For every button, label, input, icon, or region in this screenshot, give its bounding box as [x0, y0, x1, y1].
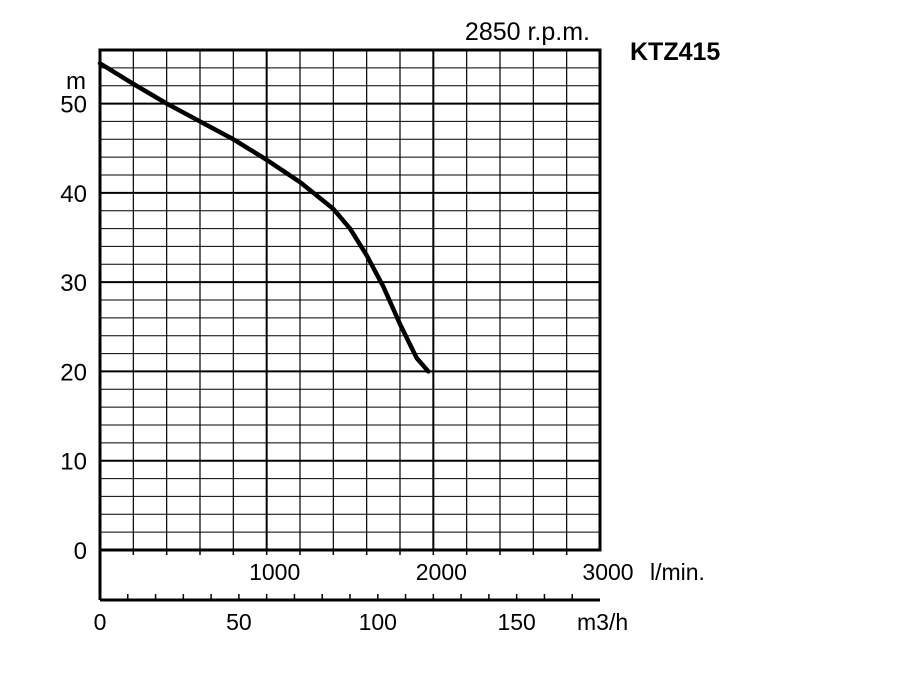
- grid: [100, 50, 600, 550]
- y-tick-label: 0: [74, 538, 87, 565]
- performance-curve: [97, 61, 431, 374]
- x-axis-ticks: 1000 2000 3000 0 50 100 150: [94, 559, 634, 635]
- y-axis-ticks: 0 10 20 30 40 50: [60, 92, 87, 565]
- x-tick-label-lmin: 1000: [249, 559, 300, 585]
- series-layer: [97, 61, 431, 374]
- plot-frame: [98, 48, 602, 602]
- speed-label: 2850 r.p.m.: [465, 18, 590, 46]
- plot-border: [98, 48, 602, 552]
- y-tick-label: 50: [60, 92, 87, 119]
- y-tick-label: 30: [60, 270, 87, 297]
- y-tick-label: 20: [60, 359, 87, 386]
- x-tick-label-m3h: 50: [226, 609, 252, 635]
- x-tick-label-m3h: 0: [94, 609, 107, 635]
- x-axis-unit-m3h: m3/h: [577, 609, 628, 635]
- y-axis-unit: m: [66, 68, 86, 95]
- x-tick-label-lmin: 2000: [416, 559, 467, 585]
- model-title: KTZ415: [630, 38, 720, 66]
- y-tick-label: 40: [60, 181, 87, 208]
- x-tick-label-m3h: 150: [497, 609, 535, 635]
- x-axis-unit-lmin: l/min.: [650, 559, 705, 585]
- x-tick-label-lmin: 3000: [582, 559, 633, 585]
- y-tick-label: 10: [60, 449, 87, 476]
- x-tick-label-m3h: 100: [359, 609, 397, 635]
